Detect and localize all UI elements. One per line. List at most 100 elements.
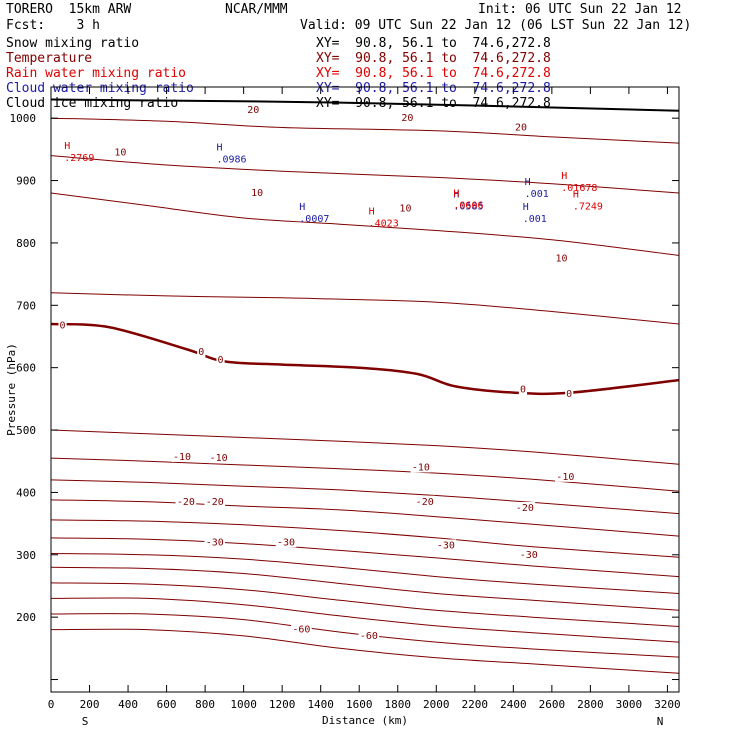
- contour-label-mask: [216, 354, 225, 366]
- contour-label-mask: [398, 202, 413, 214]
- field-cloud-water-name: Cloud water mixing ratio: [6, 81, 194, 96]
- contour-label: 0: [520, 385, 526, 396]
- contour-label: -30: [277, 537, 295, 548]
- maximum-h-marker: H: [561, 171, 567, 182]
- maximum-h-marker: H: [369, 206, 375, 217]
- contour-label-mask: [58, 319, 67, 331]
- field-rain-xy: XY= 90.8, 56.1 to 74.6,272.8: [316, 66, 551, 81]
- isotherm-minus15: [51, 479, 679, 515]
- x-tick-label: 1800: [384, 698, 411, 711]
- maximum-h-marker: H: [216, 143, 222, 154]
- isotherm-minus60: [51, 628, 679, 674]
- isotherm-minus35: [51, 553, 679, 594]
- field-cloud-water-xy: XY= 90.8, 56.1 to 74.6,272.8: [316, 81, 551, 96]
- isotherm-minus50: [51, 597, 679, 643]
- isotherm-minus10: [51, 457, 679, 492]
- contour-label-mask: [518, 548, 540, 560]
- maximum-h-marker: H: [453, 188, 459, 199]
- y-axis-title: Pressure (hPa): [5, 343, 18, 436]
- contour-label-mask: [435, 539, 457, 551]
- contour-label: 10: [114, 147, 126, 158]
- y-tick-label: 700: [16, 299, 36, 312]
- contour-label-mask: [175, 495, 197, 507]
- x-tick-label: 400: [118, 698, 138, 711]
- x-tick-label: 1200: [269, 698, 296, 711]
- contour-label-mask: [113, 146, 128, 158]
- isotherm-minus25: [51, 519, 679, 558]
- contour-label-mask: [414, 495, 436, 507]
- contour-label-mask: [246, 104, 261, 116]
- x-tick-label: 1400: [307, 698, 334, 711]
- y-tick-label: 300: [16, 549, 36, 562]
- contour-label: -60: [292, 625, 310, 636]
- contour-label-mask: [565, 387, 574, 399]
- isotherm-0: [51, 322, 679, 396]
- isotherm-15: [51, 155, 679, 194]
- contour-label: 20: [515, 123, 527, 134]
- x-tick-label: 1000: [230, 698, 257, 711]
- init-time: Init: 06 UTC Sun 22 Jan 12: [478, 2, 682, 17]
- contour-label: -10: [210, 453, 228, 464]
- x-tick-label: 3000: [616, 698, 643, 711]
- contour-label: -10: [556, 472, 574, 483]
- x-tick-label: 2200: [462, 698, 489, 711]
- maximum-h-marker: H: [64, 141, 70, 152]
- maximum-value-label: .01678: [561, 183, 597, 194]
- contour-label-mask: [249, 187, 265, 199]
- contour-label: -20: [206, 497, 224, 508]
- south-end-label: S: [82, 715, 89, 728]
- isotherm-20: [51, 117, 679, 144]
- x-tick-label: 2000: [423, 698, 450, 711]
- maximum-value-label: .001: [523, 214, 547, 225]
- north-end-label: N: [657, 715, 664, 728]
- contour-label-mask: [555, 470, 576, 482]
- contour-label-mask: [197, 346, 206, 358]
- y-tick-label: 200: [16, 611, 36, 624]
- maximum-h-marker: H: [525, 177, 531, 188]
- plot-frame: [50, 86, 680, 693]
- contour-label-mask: [358, 629, 380, 641]
- contour-label-mask: [514, 502, 536, 514]
- forecast-hour: Fcst: 3 h: [6, 18, 100, 33]
- organization: NCAR/MMM: [225, 2, 288, 17]
- contour-label: 10: [251, 188, 263, 199]
- isotherm-minus5: [51, 429, 679, 465]
- contour-label: 10: [555, 254, 567, 265]
- contour-label-mask: [208, 452, 229, 464]
- isotherm-10: [51, 192, 679, 256]
- contour-label-mask: [554, 252, 569, 264]
- x-tick-label: 2400: [500, 698, 527, 711]
- contour-label: 10: [399, 204, 411, 215]
- y-tick-label: 400: [16, 486, 36, 499]
- isotherm-minus20: [51, 499, 679, 537]
- contour-label-mask: [171, 450, 193, 462]
- y-tick-label: 600: [16, 362, 36, 375]
- y-tick-label: 500: [16, 424, 36, 437]
- contour-label: -60: [360, 631, 378, 642]
- isotherm-minus40: [51, 566, 679, 611]
- contour-label-mask: [400, 112, 415, 124]
- maximum-h-marker: H: [523, 202, 529, 213]
- contour-label: 0: [198, 347, 204, 358]
- x-tick-label: 200: [80, 698, 100, 711]
- y-tick-label: 1000: [10, 112, 37, 125]
- maximum-value-label: .0606: [453, 200, 483, 211]
- valid-time: Valid: 09 UTC Sun 22 Jan 12 (06 LST Sun …: [300, 18, 692, 33]
- contour-label-mask: [513, 121, 529, 133]
- field-temperature-xy: XY= 90.8, 56.1 to 74.6,272.8: [316, 51, 551, 66]
- isotherm-minus30: [51, 537, 679, 578]
- x-tick-label: 2600: [539, 698, 566, 711]
- x-tick-label: 2800: [577, 698, 604, 711]
- contour-label: -20: [516, 503, 534, 514]
- x-axis-title: Distance (km): [322, 714, 408, 727]
- field-snow-name: Snow mixing ratio: [6, 36, 140, 51]
- field-snow-xy: XY= 90.8, 56.1 to 74.6,272.8: [316, 36, 551, 51]
- maximum-value-label: .4023: [369, 218, 399, 229]
- x-tick-label: 800: [195, 698, 215, 711]
- y-tick-label: 900: [16, 175, 36, 188]
- maximum-value-label: .0007: [299, 214, 329, 225]
- maximum-h-marker: H: [573, 190, 579, 201]
- x-tick-label: 0: [48, 698, 55, 711]
- contour-label: -10: [412, 462, 430, 473]
